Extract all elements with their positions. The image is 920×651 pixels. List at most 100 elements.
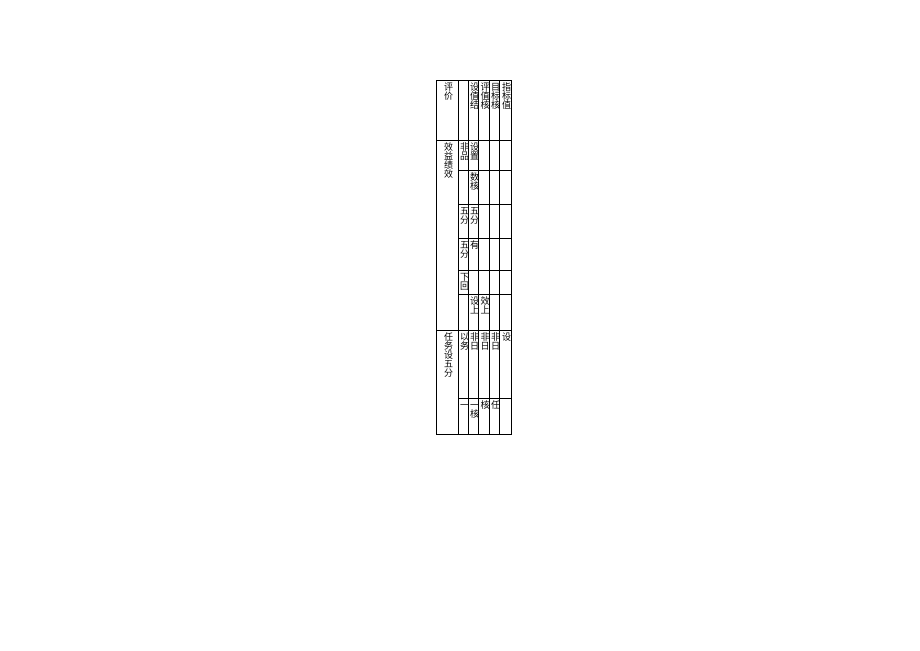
cell: 设置 (469, 141, 479, 171)
cell: 五分 (469, 205, 479, 239)
cell-text (459, 296, 468, 306)
cell (479, 171, 490, 205)
cell-text: 五分 (459, 206, 468, 224)
cell (490, 171, 500, 205)
cell (500, 141, 512, 171)
cell (490, 295, 500, 331)
cell (500, 271, 512, 295)
cell-text: 五分 (469, 206, 478, 224)
cell: 设 (500, 331, 512, 399)
cell-text: 非品 (459, 142, 468, 160)
table-row: 任务设五分 以务 非日 非日 非日 设 (437, 331, 512, 399)
evaluation-table-container: 评价 设值结 评值核 目标核 指标值 效益绩效 非品 设置 数核 五分 五分 (436, 80, 511, 435)
cell: 数核 (469, 171, 479, 205)
header-cell-3: 评值核 (479, 81, 490, 141)
cell-text (459, 172, 468, 182)
cell (500, 295, 512, 331)
cell-text: 非日 (490, 332, 499, 350)
cell: 任 (490, 399, 500, 435)
cell-text (490, 272, 499, 282)
cell-text: 下回 (459, 272, 468, 290)
section1-label-cell: 效益绩效 (437, 141, 459, 331)
table-header-row: 评价 设值结 评值核 目标核 指标值 (437, 81, 512, 141)
section2-label: 任务设五分 (443, 332, 452, 377)
cell-text: 设上 (469, 296, 478, 314)
cell-text: 任 (490, 400, 499, 409)
cell (490, 141, 500, 171)
cell: 五分 (459, 239, 469, 271)
evaluation-table: 评价 设值结 评值核 目标核 指标值 效益绩效 非品 设置 数核 五分 五分 (436, 80, 512, 435)
cell: 一 (459, 399, 469, 435)
cell (500, 239, 512, 271)
cell: 非品 (459, 141, 469, 171)
cell-text (480, 172, 489, 182)
cell: 以务 (459, 331, 469, 399)
cell-text (480, 142, 489, 152)
cell (459, 295, 469, 331)
cell (479, 239, 490, 271)
cell: 非日 (479, 331, 490, 399)
header-label-3: 评值核 (480, 82, 489, 109)
cell (500, 171, 512, 205)
cell: 设上 (469, 295, 479, 331)
cell-text: 设 (501, 332, 510, 341)
cell-text (480, 272, 489, 282)
cell: 效上 (479, 295, 490, 331)
cell-text (501, 206, 510, 216)
header-cell-0: 评价 (437, 81, 459, 141)
cell (490, 205, 500, 239)
cell (469, 271, 479, 295)
cell (479, 205, 490, 239)
cell-text: 一 (459, 400, 468, 409)
cell (459, 171, 469, 205)
table-row: 效益绩效 非品 设置 (437, 141, 512, 171)
cell-text: 核 (480, 400, 489, 409)
cell-text (501, 400, 510, 410)
cell: 非日 (490, 331, 500, 399)
section2-label-cell: 任务设五分 (437, 331, 459, 435)
cell (479, 271, 490, 295)
cell-text (480, 206, 489, 216)
cell-text: 以务 (459, 332, 468, 350)
cell-text (490, 240, 499, 250)
cell-text: 有 (469, 240, 478, 249)
cell-text: 非日 (480, 332, 489, 350)
cell (500, 399, 512, 435)
header-cell-5: 指标值 (500, 81, 512, 141)
cell-text: 设置 (469, 142, 478, 160)
cell (479, 141, 490, 171)
cell-text (501, 240, 510, 250)
cell-text (490, 142, 499, 152)
cell-text (490, 296, 499, 306)
cell: 一核 (469, 399, 479, 435)
cell-text (490, 172, 499, 182)
cell: 五分 (459, 205, 469, 239)
header-label-0: 评价 (443, 82, 452, 100)
header-label-1 (459, 82, 468, 92)
cell-text: 五分 (459, 240, 468, 258)
cell: 核 (479, 399, 490, 435)
cell-text: 一核 (469, 400, 478, 418)
header-label-2: 设值结 (469, 82, 478, 109)
cell (490, 271, 500, 295)
header-label-5: 指标值 (501, 82, 510, 109)
cell-text (501, 296, 510, 306)
header-cell-1 (459, 81, 469, 141)
cell-text (501, 142, 510, 152)
cell: 下回 (459, 271, 469, 295)
cell: 非日 (469, 331, 479, 399)
section1-label: 效益绩效 (443, 142, 452, 178)
cell-text (501, 172, 510, 182)
cell (500, 205, 512, 239)
cell: 有 (469, 239, 479, 271)
header-label-4: 目标核 (490, 82, 499, 109)
cell (490, 239, 500, 271)
cell-text (480, 240, 489, 250)
header-cell-4: 目标核 (490, 81, 500, 141)
cell-text: 非日 (469, 332, 478, 350)
cell-text (501, 272, 510, 282)
cell-text: 数核 (469, 172, 478, 190)
header-cell-2: 设值结 (469, 81, 479, 141)
cell-text: 效上 (480, 296, 489, 314)
cell-text (469, 272, 478, 282)
